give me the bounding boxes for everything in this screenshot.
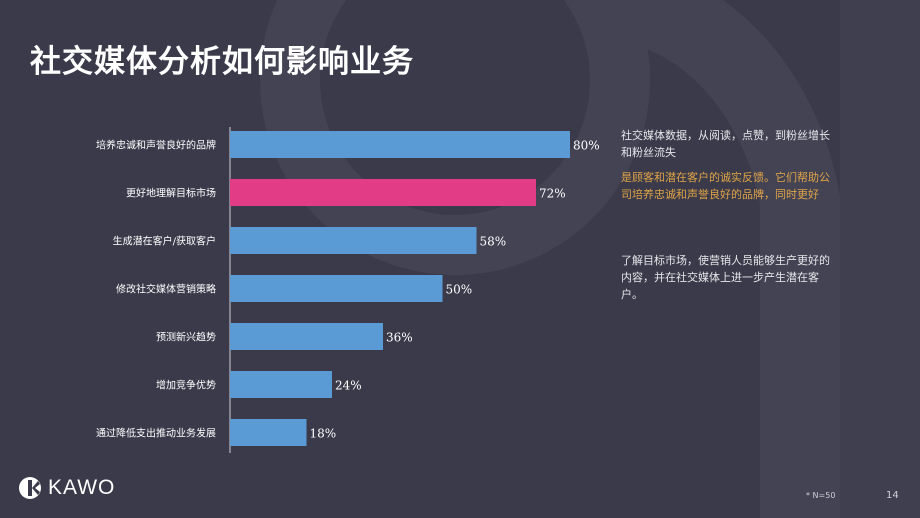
bar xyxy=(230,275,443,302)
kawo-logo: KAWO xyxy=(18,476,115,500)
bar xyxy=(230,323,383,350)
category-label: 修改社交媒体营销策略 xyxy=(116,283,216,296)
value-label: 58% xyxy=(480,235,507,249)
bar xyxy=(230,419,307,446)
value-label: 80% xyxy=(573,139,600,153)
value-label: 72% xyxy=(539,187,566,201)
value-label: 36% xyxy=(386,331,413,345)
category-label: 增加竞争优势 xyxy=(156,379,216,392)
bar xyxy=(230,371,332,398)
sample-size-footnote: * N=50 xyxy=(806,491,836,500)
category-label: 预测新兴趋势 xyxy=(156,331,216,344)
bar xyxy=(230,131,570,158)
category-label: 生成潜在客户/获取客户 xyxy=(113,235,216,248)
page-number: 14 xyxy=(886,490,899,501)
category-label: 更好地理解目标市场 xyxy=(126,187,216,200)
category-label: 通过降低支出推动业务发展 xyxy=(96,427,216,440)
kawo-logo-icon xyxy=(19,477,41,499)
bar xyxy=(230,227,477,254)
page-title: 社交媒体分析如何影响业务 xyxy=(30,44,414,80)
value-label: 24% xyxy=(335,379,362,393)
category-label: 培养忠诚和声誉良好的品牌 xyxy=(96,139,216,152)
note-1: 社交媒体数据，从阅读，点赞，到粉丝增长和粉丝流失 xyxy=(621,129,830,159)
value-label: 50% xyxy=(446,283,473,297)
value-label: 18% xyxy=(310,427,337,441)
note-2: 是顾客和潜在客户的诚实反馈。它们帮助公司培养忠诚和声誉良好的品牌，同时更好 xyxy=(621,171,830,201)
note-3: 了解目标市场，使营销人员能够生产更好的内容，并在社交媒体上进一步产生潜在客户。 xyxy=(621,254,830,301)
logo-text: KAWO xyxy=(48,476,116,499)
bar xyxy=(230,179,536,206)
